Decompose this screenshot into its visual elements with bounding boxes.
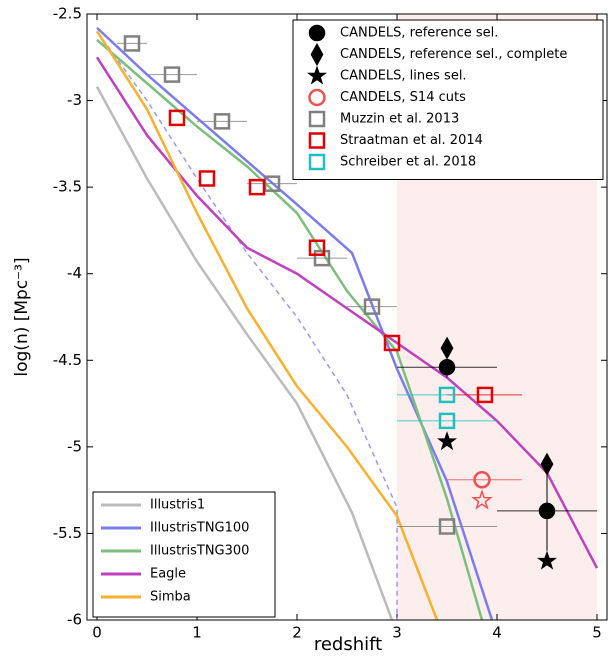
plot-frame <box>86 13 608 621</box>
y-axis-label: log(n) [Mpc⁻³] <box>12 257 32 376</box>
marker-diamond <box>310 42 324 67</box>
y-tick-label: -3 <box>67 91 82 109</box>
marker-square <box>308 132 326 149</box>
marker-circle <box>473 471 491 489</box>
line <box>95 30 439 620</box>
marker-square <box>308 239 326 256</box>
legend-label: CANDELS, reference sel. <box>340 26 498 41</box>
marker-star <box>471 489 493 510</box>
marker-square <box>213 113 231 130</box>
x-tick-label: 2 <box>292 624 302 642</box>
line <box>96 30 398 620</box>
line <box>96 26 494 620</box>
marker-circle <box>308 24 326 42</box>
x-tick-label: 5 <box>592 624 602 642</box>
x-tick-label: 4 <box>492 624 502 642</box>
legend-label: CANDELS, S14 cuts <box>340 90 466 105</box>
legend-label: Simba <box>150 590 191 605</box>
legend-label: IllustrisTNG100 <box>150 521 249 536</box>
y-tick-label: -5 <box>67 437 82 455</box>
marker-square <box>383 334 401 352</box>
legend-label: Illustris1 <box>150 498 205 513</box>
y-tick-label: -2.5 <box>53 5 82 23</box>
marker-square <box>313 249 331 267</box>
marker-square <box>438 518 456 535</box>
line <box>96 39 484 620</box>
marker-square <box>123 35 141 52</box>
x-tick-label: 3 <box>392 624 402 642</box>
y-tick-label: -4 <box>67 264 82 282</box>
legend-label: Muzzin et al. 2013 <box>340 112 459 127</box>
x-axis-label: redshift <box>314 634 382 655</box>
legend: Illustris1 IllustrisTNG100 IllustrisTNG300… <box>92 491 276 618</box>
marker-star <box>306 65 328 85</box>
line <box>95 86 394 620</box>
marker-diamond <box>540 452 554 476</box>
marker-square <box>438 386 456 404</box>
marker-square <box>363 298 381 315</box>
legend-label: Straatman et al. 2014 <box>340 133 483 148</box>
x-tick-label: 0 <box>92 624 102 642</box>
legend-label: CANDELS, reference sel., complete <box>340 47 567 62</box>
legend: CANDELS, reference sel. CANDELS, referenc… <box>292 19 604 180</box>
marker-square <box>168 109 186 127</box>
y-tick-label: -3.5 <box>53 178 82 196</box>
y-tick-label: -4.5 <box>53 351 82 369</box>
marker-circle <box>308 88 326 107</box>
x-tick-label: 1 <box>192 624 202 642</box>
marker-circle <box>538 502 556 520</box>
marker-square <box>438 412 456 430</box>
legend-label: Schreiber et al. 2018 <box>340 155 476 170</box>
marker-square <box>476 386 494 404</box>
line <box>95 56 599 569</box>
marker-square <box>198 170 216 187</box>
marker-square <box>308 110 326 128</box>
legend-label: CANDELS, lines sel. <box>340 69 467 84</box>
legend-label: IllustrisTNG300 <box>150 544 249 559</box>
marker-square <box>163 66 181 83</box>
y-tick-label: -6 <box>67 611 82 629</box>
marker-square <box>248 178 266 196</box>
marker-square <box>308 153 326 171</box>
legend-label: Eagle <box>150 567 186 582</box>
marker-star <box>536 550 558 570</box>
marker-diamond <box>440 336 454 360</box>
marker-star <box>436 431 458 451</box>
y-tick-label: -5.5 <box>53 524 82 542</box>
marker-circle <box>438 358 456 376</box>
legend-box <box>292 19 604 180</box>
